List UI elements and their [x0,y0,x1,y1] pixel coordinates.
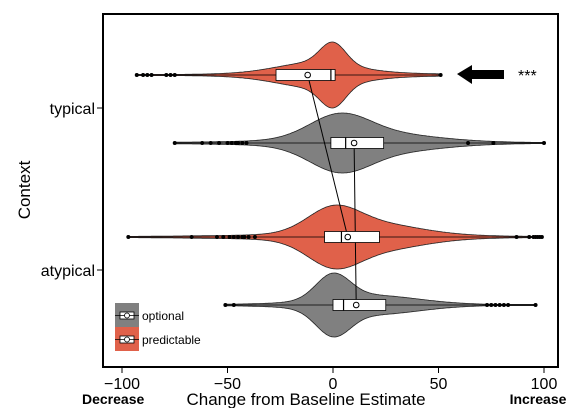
outlier-point [231,303,236,307]
outlier-point [485,303,490,307]
significance-arrow-icon [457,65,504,84]
mean-connectors-layer [307,74,357,306]
outlier-point [231,235,236,239]
outlier-point [221,235,226,239]
x-tick-label: −100 [104,376,140,393]
outlier-point [489,303,494,307]
outlier-point [168,73,173,77]
y-axis-title: Context [15,160,34,219]
outlier-point [466,141,471,145]
y-tick-label: typical [50,101,95,118]
significance-label: *** [518,68,537,85]
outlier-point [134,73,139,77]
mean-connector-predictable [307,74,349,238]
x-tick-label: 100 [531,376,558,393]
outlier-point [236,141,241,145]
outlier-point [533,303,538,307]
outlier-point [242,235,247,239]
outlier-point [164,73,169,77]
outlier-point [208,141,213,145]
box-atypical-predictable [324,231,380,243]
outlier-point [438,73,443,77]
outlier-point [227,235,232,239]
outlier-point [145,73,150,77]
legend-label-predictable: predictable [142,333,201,347]
outlier-point [236,235,241,239]
outlier-point [172,141,177,145]
outlier-point [172,73,177,77]
x-axis: −100 −50 0 50 100 [104,367,557,393]
legend: optional predictable [115,303,201,351]
outlier-point [217,141,222,145]
outlier-point [501,303,506,307]
outlier-point [542,141,546,145]
mean-point-typical-optional [350,139,358,147]
mean-point-atypical-optional [352,301,360,309]
increase-label: Increase [510,391,567,407]
y-axis: typical atypical [41,101,103,280]
mean-point-atypical-predictable [344,233,352,241]
outlier-point [493,303,498,307]
outlier-point [214,235,219,239]
x-axis-title: Change from Baseline Estimate [186,390,425,408]
legend-mean-icon [124,312,130,319]
x-tick-label: −50 [214,376,241,393]
outlier-point [244,141,249,145]
outlier-point [229,141,234,145]
outlier-point [246,235,251,239]
outlier-point [252,235,257,239]
x-tick-label: 0 [329,376,338,393]
boxplots-layer [126,69,546,311]
outlier-point [223,303,228,307]
decrease-label: Decrease [82,391,144,407]
outlier-point [514,235,519,239]
outlier-point [539,235,544,239]
outlier-point [225,141,230,145]
legend-mean-icon [124,336,130,343]
legend-label-optional: optional [142,309,184,323]
outlier-point [189,235,194,239]
mean-point-typical-predictable [304,71,311,79]
outlier-point [141,73,146,77]
x-tick-label: 50 [430,376,448,393]
outlier-point [200,141,205,145]
outlier-point [506,303,511,307]
mean-connector-optional [353,142,357,306]
outlier-point [527,235,532,239]
significance-annotation: *** [457,65,537,85]
outlier-point [497,303,502,307]
outlier-point [240,141,245,145]
outlier-point [126,235,131,239]
y-tick-label: atypical [41,263,95,280]
outlier-point [149,73,154,77]
outlier-point [491,141,496,145]
